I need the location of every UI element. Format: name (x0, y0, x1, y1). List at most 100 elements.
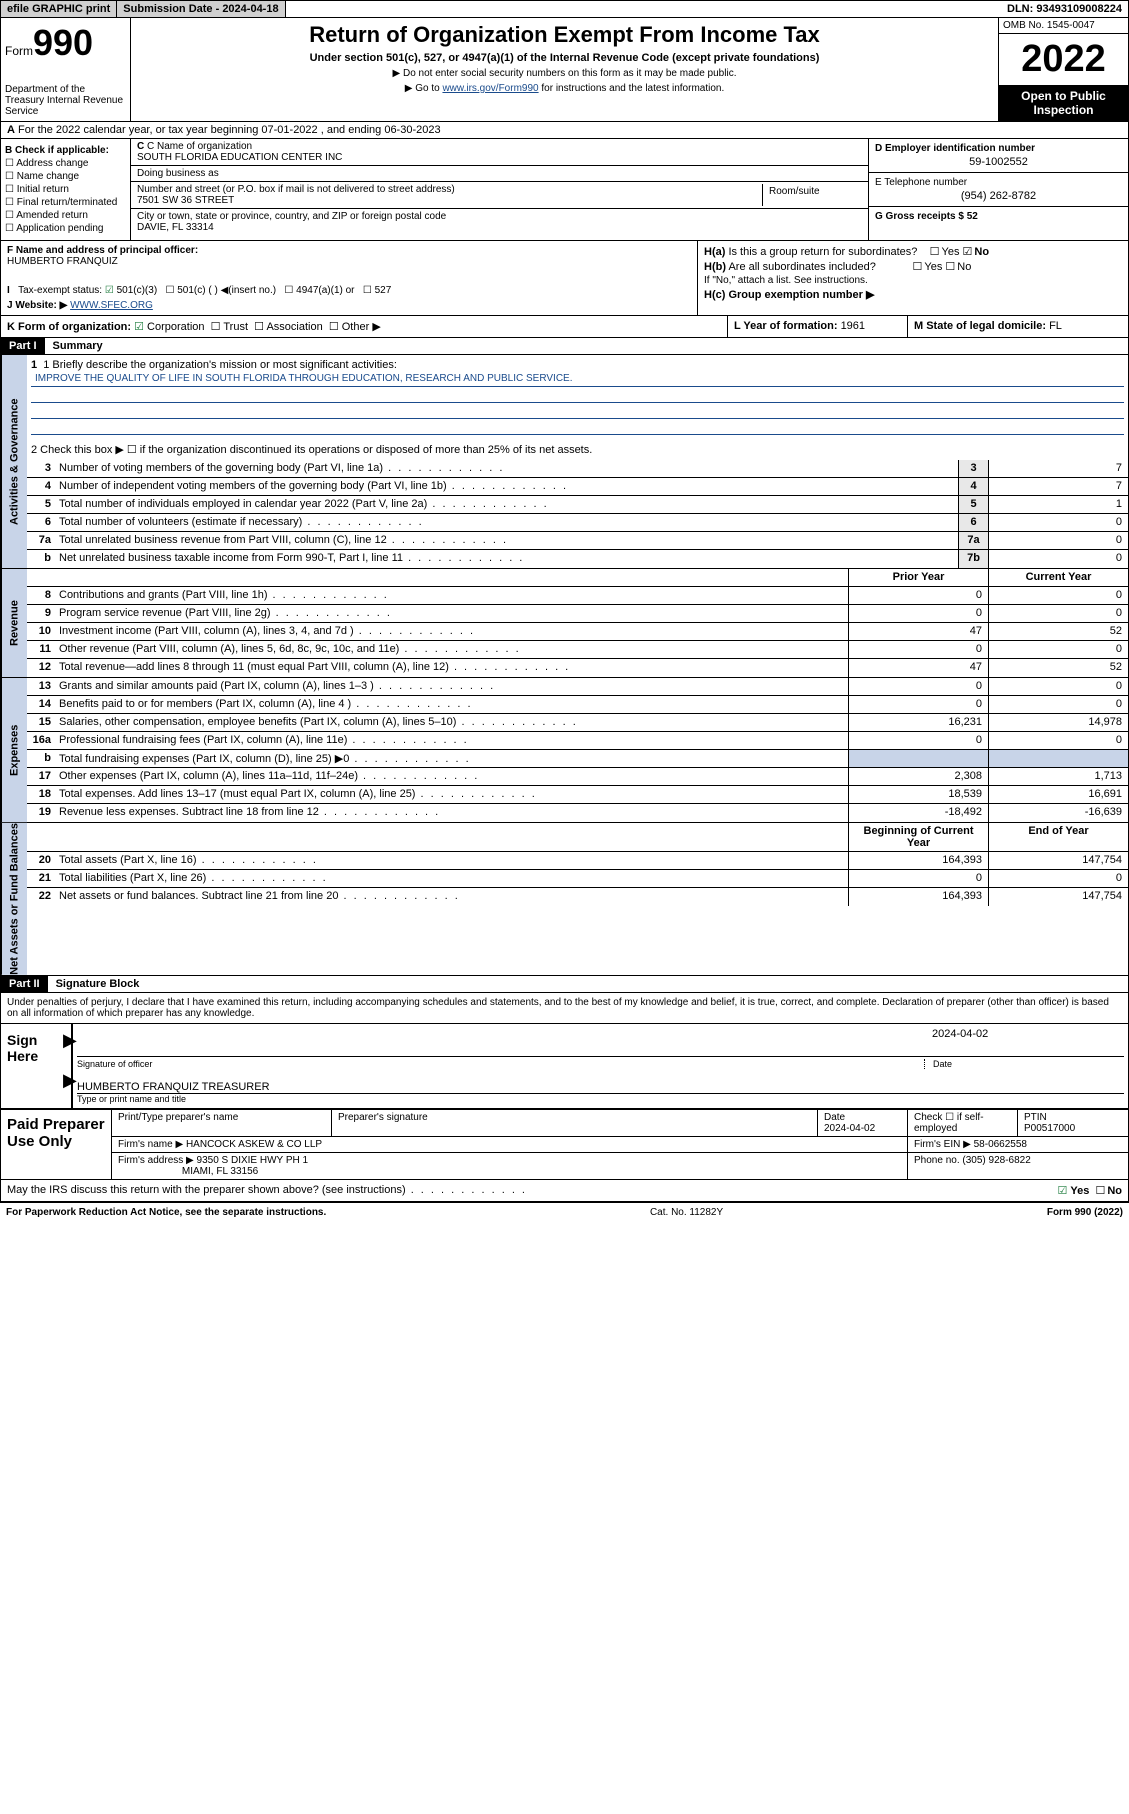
officer-name-typed: HUMBERTO FRANQUIZ TREASURER (77, 1081, 1124, 1093)
hb-note: If "No," attach a list. See instructions… (704, 275, 1122, 286)
exp-line-15: 15Salaries, other compensation, employee… (27, 714, 1128, 732)
exp-line-19: 19Revenue less expenses. Subtract line 1… (27, 804, 1128, 822)
gross-label: G Gross receipts $ 52 (875, 211, 978, 222)
gov-line-6: 6Total number of volunteers (estimate if… (27, 514, 1128, 532)
form-number: 990 (33, 22, 93, 64)
hb-no[interactable] (945, 261, 957, 273)
net-line-21: 21Total liabilities (Part X, line 26)00 (27, 870, 1128, 888)
preparer-label: Paid Preparer Use Only (1, 1110, 111, 1179)
exp-line-b: bTotal fundraising expenses (Part IX, co… (27, 750, 1128, 768)
vtab-governance: Activities & Governance (1, 355, 27, 568)
rev-line-11: 11Other revenue (Part VIII, column (A), … (27, 641, 1128, 659)
hb-yes[interactable] (913, 261, 925, 273)
exp-line-13: 13Grants and similar amounts paid (Part … (27, 678, 1128, 696)
firm-ein: 58-0662558 (974, 1139, 1027, 1150)
website-link[interactable]: WWW.SFEC.ORG (70, 300, 153, 311)
form-label: Form (5, 44, 33, 58)
vtab-expenses: Expenses (1, 678, 27, 822)
part2-header: Part II Signature Block (0, 976, 1129, 993)
prep-sig-label: Preparer's signature (332, 1110, 818, 1136)
dln-label: DLN: 93493109008224 (1001, 1, 1128, 17)
gov-line-7a: 7aTotal unrelated business revenue from … (27, 532, 1128, 550)
summary-netassets: Net Assets or Fund Balances Beginning of… (0, 823, 1129, 976)
line2: 2 Check this box ▶ ☐ if the organization… (31, 443, 1124, 456)
self-emp-check[interactable]: Check ☐ if self-employed (908, 1110, 1018, 1136)
check-initial[interactable]: Initial return (5, 184, 126, 195)
ein: 59-1002552 (875, 156, 1122, 168)
preparer-block: Paid Preparer Use Only Print/Type prepar… (0, 1110, 1129, 1180)
org-name: SOUTH FLORIDA EDUCATION CENTER INC (137, 152, 862, 163)
exp-line-18: 18Total expenses. Add lines 13–17 (must … (27, 786, 1128, 804)
vtab-netassets: Net Assets or Fund Balances (1, 823, 27, 975)
rev-header: Prior Year Current Year (27, 569, 1128, 587)
dba-label: Doing business as (131, 166, 868, 182)
col-b-checkboxes: B Check if applicable: Address change Na… (1, 139, 131, 240)
omb-number: OMB No. 1545-0047 (999, 18, 1128, 34)
row-f-h: F Name and address of principal officer:… (0, 241, 1129, 316)
firm-phone: (305) 928-6822 (962, 1155, 1030, 1166)
tax-year: 2022 (999, 34, 1128, 85)
discuss-row: May the IRS discuss this return with the… (0, 1180, 1129, 1202)
firm-addr2: MIAMI, FL 33156 (182, 1166, 258, 1177)
discuss-yes[interactable] (1057, 1185, 1070, 1197)
exp-line-17: 17Other expenses (Part IX, column (A), l… (27, 768, 1128, 786)
net-line-22: 22Net assets or fund balances. Subtract … (27, 888, 1128, 906)
check-corp[interactable]: Corporation (134, 321, 204, 333)
addr-label: Number and street (or P.O. box if mail i… (137, 184, 762, 195)
line1-label: 1 1 Briefly describe the organization's … (31, 359, 1124, 371)
city: DAVIE, FL 33314 (137, 222, 862, 233)
rev-line-12: 12Total revenue—add lines 8 through 11 (… (27, 659, 1128, 677)
check-amended[interactable]: Amended return (5, 210, 126, 221)
gov-line-4: 4Number of independent voting members of… (27, 478, 1128, 496)
rev-line-8: 8Contributions and grants (Part VIII, li… (27, 587, 1128, 605)
city-label: City or town, state or province, country… (137, 211, 862, 222)
form-title: Return of Organization Exempt From Incom… (139, 22, 990, 48)
exp-line-16a: 16aProfessional fundraising fees (Part I… (27, 732, 1128, 750)
check-name[interactable]: Name change (5, 171, 126, 182)
prep-name-label: Print/Type preparer's name (112, 1110, 332, 1136)
form-header: Form 990 Department of the Treasury Inte… (0, 18, 1129, 122)
gov-line-b: bNet unrelated business taxable income f… (27, 550, 1128, 568)
mission-text: IMPROVE THE QUALITY OF LIFE IN SOUTH FLO… (31, 373, 1124, 387)
row-klm: K Form of organization: Corporation ☐ Tr… (0, 316, 1129, 338)
sign-here-label: Sign Here (1, 1024, 71, 1108)
net-header: Beginning of Current Year End of Year (27, 823, 1128, 852)
officer-name: HUMBERTO FRANQUIZ (7, 256, 691, 267)
firm-addr1: 9350 S DIXIE HWY PH 1 (197, 1155, 309, 1166)
ha-yes[interactable] (930, 246, 942, 258)
check-pending[interactable]: Application pending (5, 223, 126, 234)
ha-no[interactable] (963, 246, 975, 258)
officer-sig-label: Signature of officer (77, 1059, 924, 1069)
exp-line-14: 14Benefits paid to or for members (Part … (27, 696, 1128, 714)
gov-line-5: 5Total number of individuals employed in… (27, 496, 1128, 514)
inspection-label: Open to Public Inspection (999, 85, 1128, 121)
check-501c3[interactable]: 501(c)(3) (105, 285, 157, 296)
signature-block: Under penalties of perjury, I declare th… (0, 993, 1129, 1110)
net-line-20: 20Total assets (Part X, line 16)164,3931… (27, 852, 1128, 870)
ptin: P00517000 (1024, 1123, 1075, 1134)
addr: 7501 SW 36 STREET (137, 195, 762, 206)
declaration: Under penalties of perjury, I declare th… (1, 993, 1128, 1024)
rev-line-10: 10Investment income (Part VIII, column (… (27, 623, 1128, 641)
sig-date: 2024-04-02 (924, 1028, 1124, 1040)
ein-label: D Employer identification number (875, 143, 1035, 154)
summary-governance: Activities & Governance 1 1 Briefly desc… (0, 355, 1129, 569)
dept-label: Department of the Treasury Internal Reve… (5, 84, 126, 117)
name-label: Type or print name and title (77, 1093, 1124, 1104)
check-final[interactable]: Final return/terminated (5, 197, 126, 208)
org-name-label: C C Name of organization (137, 141, 862, 152)
section-a: A For the 2022 calendar year, or tax yea… (0, 122, 1129, 139)
note-link: Go to www.irs.gov/Form990 for instructio… (139, 83, 990, 94)
date-label: Date (924, 1059, 1124, 1069)
note-ssn: Do not enter social security numbers on … (139, 68, 990, 79)
room-label: Room/suite (762, 184, 862, 206)
gov-line-3: 3Number of voting members of the governi… (27, 460, 1128, 478)
submission-date: Submission Date - 2024-04-18 (117, 1, 285, 17)
discuss-no[interactable] (1095, 1185, 1107, 1197)
form-subtitle: Under section 501(c), 527, or 4947(a)(1)… (139, 52, 990, 64)
efile-print-button[interactable]: efile GRAPHIC print (1, 1, 117, 17)
form990-link[interactable]: www.irs.gov/Form990 (442, 83, 538, 94)
check-address[interactable]: Address change (5, 158, 126, 169)
info-grid: B Check if applicable: Address change Na… (0, 139, 1129, 241)
summary-expenses: Expenses 13Grants and similar amounts pa… (0, 678, 1129, 823)
